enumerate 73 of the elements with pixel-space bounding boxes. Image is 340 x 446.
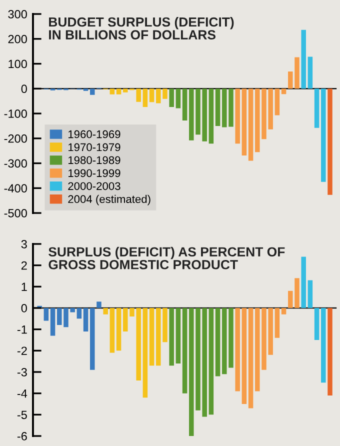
bar: [208, 308, 214, 415]
bar: [116, 88, 122, 94]
bar: [308, 56, 313, 89]
bar: [321, 308, 326, 383]
bar: [301, 30, 306, 89]
bar: [182, 88, 188, 120]
y-tick-label: -500: [4, 209, 27, 218]
y-tick-label: 3: [21, 240, 27, 248]
bar: [182, 308, 188, 394]
bar: [314, 308, 320, 340]
bar: [242, 88, 247, 156]
text: BUDGET SURPLUS (DEFICIT) IN BILLIONS OF DOLLARS: [49, 16, 234, 40]
bar: [215, 308, 220, 376]
bar: [90, 88, 95, 95]
bar: [215, 88, 220, 126]
bar: [76, 308, 82, 319]
legend-label: 1970-1979: [68, 143, 120, 152]
bar: [90, 308, 95, 370]
bar: [328, 308, 332, 396]
y-tick-label: -400: [4, 184, 27, 193]
bar: [274, 308, 280, 338]
y-tick-label: 300: [8, 10, 27, 18]
bar: [116, 308, 122, 351]
bar: [142, 88, 148, 108]
y-tick-label: 2: [21, 261, 27, 270]
bar: [176, 88, 181, 108]
y-tick-label: -300: [4, 159, 27, 168]
y-tick-label: -4: [17, 389, 28, 398]
bar: [235, 308, 240, 392]
bar: [83, 308, 88, 332]
y-tick-label: 100: [8, 60, 27, 68]
y-tick-label: -6: [17, 432, 27, 440]
y-tick-label: 200: [8, 34, 27, 44]
bar: [308, 280, 313, 308]
bar: [44, 308, 49, 321]
y-tick-label: 0: [21, 84, 27, 94]
legend-label: 1960-1969: [68, 130, 120, 138]
y-tick-label: -100: [4, 110, 27, 118]
y-tick-label: 1: [22, 282, 27, 291]
y-tick-label: -5: [17, 410, 27, 420]
bar: [96, 302, 102, 308]
bar: [281, 88, 286, 94]
legend-label: 1980-1989: [68, 156, 120, 164]
bar: [110, 88, 115, 94]
bar: [248, 88, 254, 161]
text: SURPLUS (DEFICIT) AS PERCENT OF GROSS DOMESTIC PRODUCT: [48, 246, 285, 270]
bar: [169, 88, 174, 108]
bar: [321, 88, 326, 182]
bar: [314, 88, 320, 128]
bar: [50, 308, 56, 336]
bar: [176, 308, 181, 364]
bar: [235, 88, 240, 144]
legend-label: 2004 (estimated): [68, 194, 150, 206]
bar: [149, 308, 154, 366]
y-tick-label: -3: [17, 368, 27, 376]
bar: [242, 308, 247, 404]
bar: [301, 256, 306, 308]
bar: [169, 308, 174, 366]
y-tick-label: 0: [21, 304, 27, 312]
bar: [274, 88, 280, 116]
legend-label: 2000-2003: [68, 182, 120, 190]
bar: [328, 88, 332, 195]
y-tick-label: -1: [17, 325, 27, 334]
bar: [281, 308, 286, 314]
bar: [110, 308, 115, 353]
bar: [142, 308, 148, 398]
bar: [149, 88, 154, 102]
legend-label: 1990-1999: [68, 169, 120, 178]
bar: [103, 308, 108, 314]
bar: [248, 308, 254, 408]
y-tick-label: -2: [17, 346, 27, 355]
bar: [208, 88, 214, 144]
y-tick-label: -200: [4, 134, 27, 143]
